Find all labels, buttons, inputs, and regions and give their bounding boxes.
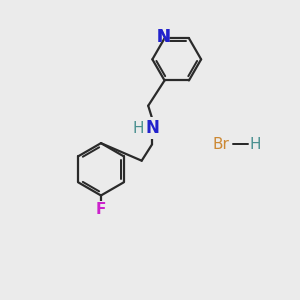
Text: Br: Br	[213, 136, 230, 152]
Text: H: H	[250, 136, 261, 152]
Text: N: N	[145, 119, 159, 137]
Text: F: F	[96, 202, 106, 217]
Text: N: N	[156, 28, 170, 46]
Text: H: H	[133, 121, 144, 136]
Text: N: N	[156, 28, 170, 46]
Text: N: N	[156, 28, 170, 46]
